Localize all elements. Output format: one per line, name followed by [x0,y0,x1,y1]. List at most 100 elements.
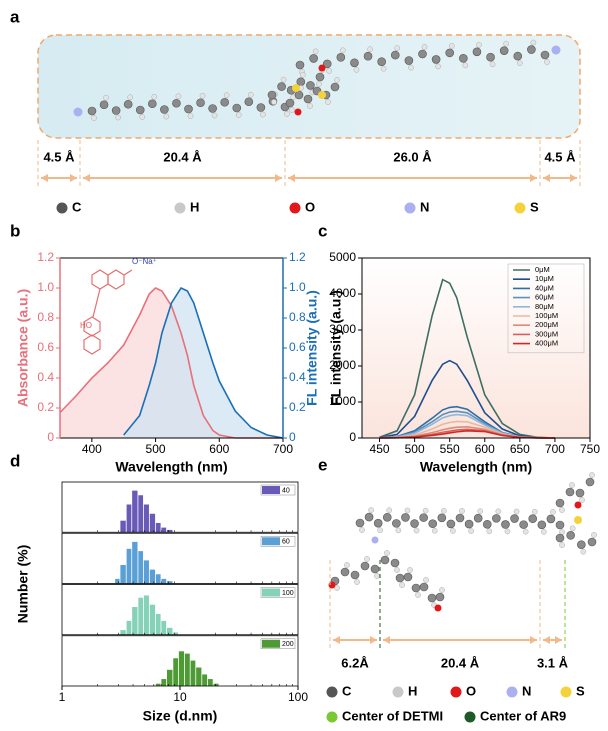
histogram-bar [202,674,207,686]
carbon-atom [361,562,369,570]
carbon-atom [257,104,265,112]
carbon-atom [371,565,379,573]
hydrogen-atom [289,107,294,112]
sulfur-atom [574,516,582,524]
hydrogen-atom [354,67,359,72]
hydrogen-atom [387,508,392,513]
legend-label: 10μM [535,274,554,283]
x-tick-label: 650 [510,442,530,456]
histogram-bar [185,654,190,686]
legend-dot [290,203,301,214]
sulfur-atom [318,91,326,99]
legend-label: 400μM [535,339,558,348]
y-axis-label: Number (%) [15,545,31,624]
hydrogen-atom [327,68,332,73]
carbon-atom [396,574,404,582]
y-tick-label: 0 [47,430,54,444]
histogram-bar [127,505,132,533]
panel-label: c [318,221,327,240]
hydrogen-atom [490,62,495,67]
carbon-atom [438,514,446,522]
carbon-atom [420,583,428,591]
hydrogen-atom [399,582,404,587]
carbon-atom [588,538,596,546]
histogram-bar [120,630,125,635]
histogram-bar [144,505,149,533]
histogram-bar [120,565,125,584]
carbon-atom [185,105,193,113]
carbon-atom [306,81,314,89]
hydrogen-atom [359,527,364,532]
legend-label: 40 [282,487,290,494]
hydrogen-atom [140,114,145,119]
hydrogen-atom [307,103,312,108]
legend-swatch [262,589,280,597]
oxygen-atom [435,605,442,612]
x-tick-label: 600 [475,442,495,456]
panel-label: b [10,221,20,240]
hydrogen-atom [116,115,121,120]
carbon-atom [383,513,391,521]
hydrogen-atom [559,507,564,512]
figure: a4.5 Å20.4 Å26.0 Å4.5 Åe6.2Å20.4 Å3.1 ÅC… [0,0,608,731]
legend-label: O [466,683,476,698]
hydrogen-atom [384,550,389,555]
histogram-bar [138,598,143,635]
hydrogen-atom [281,77,286,82]
dimension-label: 20.4 Å [441,655,480,670]
x-tick-label: 600 [209,442,229,456]
hydrogen-atom [300,72,305,77]
carbon-atom [245,98,253,106]
carbon-atom [432,55,440,63]
carbon-atom [221,98,229,106]
histogram-bar [161,679,166,686]
hydrogen-atom [432,528,437,533]
histogram-bar [144,560,149,583]
legend-label: O [305,199,315,214]
carbon-atom [365,513,373,521]
panel-label: a [10,7,20,26]
carbon-atom [511,515,519,523]
histogram-bar [144,595,149,634]
carbon-atom [527,46,535,54]
hydrogen-atom [212,113,217,118]
legend-label: 40μM [535,283,554,292]
legend-swatch [262,486,280,494]
hydrogen-atom [176,94,181,99]
hydrogen-atom [439,587,444,592]
hydrogen-atom [423,577,428,582]
carbon-atom [209,105,217,113]
histogram-bar [161,528,166,533]
carbon-atom [576,489,584,497]
carbon-atom [473,48,481,56]
hydrogen-atom [396,528,401,533]
hydrogen-atom [450,528,455,533]
histogram-bar [173,658,178,686]
y2-tick-label: 0 [289,430,296,444]
x-tick-label: 550 [440,442,460,456]
carbon-atom [567,531,575,539]
carbon-atom [428,594,436,602]
hydrogen-atom [340,48,345,53]
nitrogen-atom [552,46,561,55]
hydrogen-atom [504,41,509,46]
carbon-atom [391,51,399,59]
legend-dot [515,203,526,214]
carbon-atom [412,584,420,592]
legend-label: H [190,199,199,214]
carbon-atom [465,520,473,528]
carbon-atom [295,91,303,99]
hydrogen-atom [152,94,157,99]
hydrogen-atom [436,64,441,69]
legend-label: H [408,683,417,698]
histogram-bar [138,551,143,583]
carbon-atom [310,54,318,62]
histogram-bar [179,651,184,686]
hydrogen-atom [378,528,383,533]
legend-label: C [72,199,82,214]
x-tick-label: 400 [82,442,102,456]
histogram-bar [150,570,155,584]
hydrogen-atom [463,63,468,68]
carbon-atom [341,568,349,576]
legend-dot [327,712,338,723]
